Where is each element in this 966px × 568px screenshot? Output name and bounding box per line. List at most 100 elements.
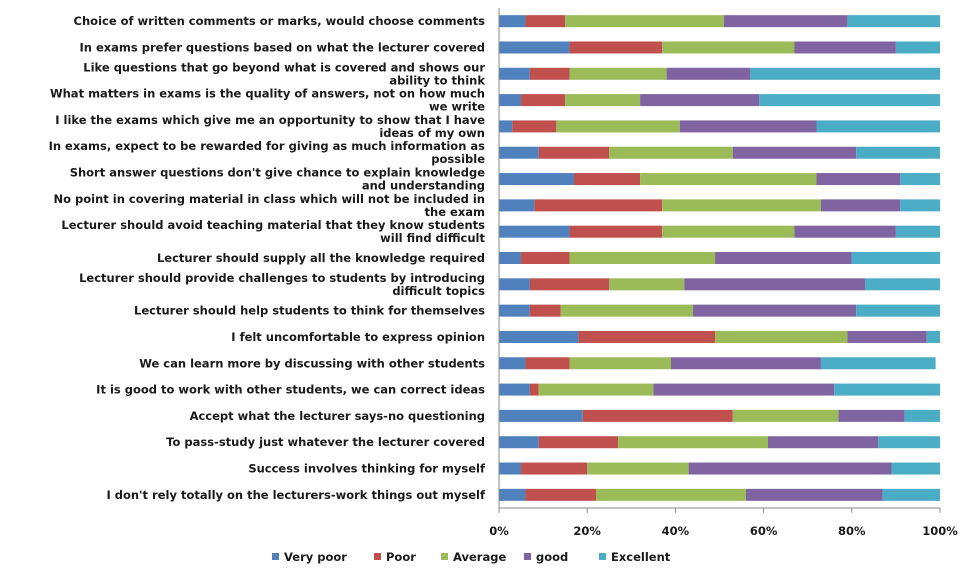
legend: Very poor Poor Average good Excellent bbox=[272, 550, 671, 564]
bar-segment-very-poor bbox=[499, 278, 530, 291]
bar-segment-very-poor bbox=[499, 330, 579, 343]
bar-segment-poor bbox=[525, 15, 566, 28]
bar-segment-poor bbox=[582, 409, 733, 422]
bar-segment-very-poor bbox=[499, 252, 522, 264]
bar-segment-poor bbox=[521, 94, 566, 107]
bar-segment-good bbox=[688, 462, 892, 475]
legend-swatch bbox=[374, 553, 381, 560]
bar-segment-good bbox=[679, 120, 817, 133]
legend-swatch bbox=[599, 553, 606, 560]
bar-segment-poor bbox=[538, 146, 610, 159]
bar-segment-poor bbox=[521, 462, 588, 475]
x-tick-label: 0% bbox=[489, 524, 509, 538]
legend-label: Average bbox=[453, 550, 506, 564]
category-label: ability to think bbox=[389, 73, 485, 87]
category-label: Lecturer should avoid teaching material … bbox=[61, 218, 485, 232]
legend-swatch bbox=[272, 553, 279, 560]
bar-segment-average bbox=[609, 278, 685, 291]
category-label: ideas of my own bbox=[379, 126, 485, 140]
category-label: Lecturer should supply all the knowledge… bbox=[157, 251, 485, 265]
x-tick-label: 100% bbox=[922, 524, 958, 538]
bar-segment-poor bbox=[521, 252, 570, 264]
bar-segment-good bbox=[732, 146, 857, 159]
bar-segment-excellent bbox=[865, 278, 940, 291]
bar-segment-excellent bbox=[856, 304, 940, 317]
bar-segment-excellent bbox=[895, 225, 940, 238]
bar-segment-poor bbox=[569, 41, 663, 54]
bar-segment-good bbox=[816, 173, 901, 186]
bar-segment-average bbox=[715, 330, 848, 343]
category-label: I felt uncomfortable to express opinion bbox=[231, 330, 485, 344]
bar-segment-good bbox=[715, 252, 852, 264]
bar-segment-average bbox=[538, 383, 654, 396]
bar-segment-poor bbox=[573, 173, 641, 186]
bar-segment-excellent bbox=[759, 94, 940, 107]
category-label: we write bbox=[429, 100, 485, 114]
bar-segment-average bbox=[732, 409, 839, 422]
bar-segment-average bbox=[565, 94, 641, 107]
legend-swatch bbox=[441, 553, 448, 560]
category-label: and understanding bbox=[362, 179, 485, 193]
bar-segment-average bbox=[662, 225, 795, 238]
category-label: In exams prefer questions based on what … bbox=[79, 41, 485, 55]
bar-segment-excellent bbox=[816, 120, 940, 133]
bar-segment-excellent bbox=[900, 173, 940, 186]
bar-segment-excellent bbox=[900, 199, 940, 212]
bar-segment-excellent bbox=[851, 252, 940, 264]
bar-segment-very-poor bbox=[499, 488, 526, 501]
bar-segment-excellent bbox=[878, 436, 940, 449]
bar-segment-excellent bbox=[895, 41, 940, 54]
bar-segment-poor bbox=[529, 383, 539, 396]
bar-segment-excellent bbox=[834, 383, 940, 396]
category-label: will find difficult bbox=[380, 231, 485, 245]
category-label: I like the exams which give me an opport… bbox=[55, 113, 485, 127]
bar-segment-very-poor bbox=[499, 357, 526, 370]
category-label: Choice of written comments or marks, wou… bbox=[74, 14, 486, 28]
bar-segment-good bbox=[794, 41, 896, 54]
bar-segment-very-poor bbox=[499, 304, 530, 317]
bar-segment-very-poor bbox=[499, 383, 530, 396]
bar-segment-very-poor bbox=[499, 67, 530, 80]
bar-segment-good bbox=[666, 67, 751, 80]
x-axis: 0% 20% 40% 60% 80% 100% bbox=[489, 8, 958, 538]
category-label: Lecturer should help students to think f… bbox=[134, 304, 485, 318]
bar-segment-very-poor bbox=[499, 199, 535, 212]
bar-segment-average bbox=[587, 462, 689, 475]
bar-segment-average bbox=[662, 199, 821, 212]
bar-segment-average bbox=[569, 252, 716, 264]
bar-segment-average bbox=[662, 41, 795, 54]
bar-segment-excellent bbox=[926, 330, 940, 343]
x-tick-label: 20% bbox=[573, 524, 601, 538]
x-tick-label: 80% bbox=[838, 524, 866, 538]
bar-segment-poor bbox=[525, 357, 570, 370]
category-label: difficult topics bbox=[392, 284, 485, 298]
bar-segment-excellent bbox=[856, 146, 940, 159]
bar-segment-very-poor bbox=[499, 436, 539, 449]
category-label: Success involves thinking for myself bbox=[248, 462, 486, 476]
bar-segment-very-poor bbox=[499, 225, 570, 238]
bar-segment-good bbox=[653, 383, 835, 396]
bar-segment-average bbox=[556, 120, 680, 133]
legend-label: good bbox=[536, 550, 568, 564]
category-label: Short answer questions don't give chance… bbox=[70, 166, 486, 180]
bar-segment-poor bbox=[529, 278, 610, 291]
bar-segment-average bbox=[596, 488, 746, 501]
bar-segment-good bbox=[684, 278, 866, 291]
bar-segment-poor bbox=[534, 199, 663, 212]
bar-segment-good bbox=[640, 94, 760, 107]
category-label: To pass-study just whatever the lecturer… bbox=[166, 435, 485, 449]
legend-label: Poor bbox=[386, 550, 416, 564]
bar-segment-poor bbox=[569, 225, 663, 238]
bar-segment-average bbox=[565, 15, 724, 28]
bar-segment-poor bbox=[538, 436, 619, 449]
bar-segment-good bbox=[768, 436, 879, 449]
category-label: the exam bbox=[425, 205, 485, 219]
legend-label: Excellent bbox=[611, 550, 671, 564]
bar-segment-poor bbox=[529, 67, 570, 80]
category-label: Accept what the lecturer says-no questio… bbox=[190, 409, 485, 423]
category-label: Lecturer should provide challenges to st… bbox=[79, 271, 485, 285]
category-labels: Choice of written comments or marks, wou… bbox=[49, 14, 486, 502]
bar-segment-excellent bbox=[847, 15, 940, 28]
category-label: It is good to work with other students, … bbox=[96, 383, 485, 397]
